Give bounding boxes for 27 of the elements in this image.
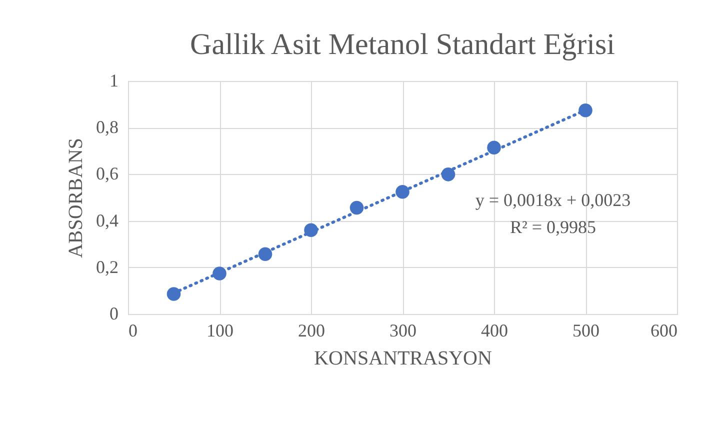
point [441, 168, 456, 182]
annotation: R² = 0,9985 [510, 217, 596, 237]
x-tick-label: 600 [650, 320, 678, 340]
y-tick-label: 0,8 [96, 117, 118, 138]
y-tick-label: 1 [110, 70, 118, 90]
point [304, 223, 318, 237]
x-tick-label: 300 [390, 320, 416, 340]
point [166, 287, 181, 301]
x-tick-label: 500 [572, 320, 600, 340]
point [396, 185, 410, 199]
x-tick-label: 400 [481, 320, 508, 340]
x-tick-label: 200 [298, 320, 325, 340]
y-axis-title: ABSORBANS [65, 138, 87, 258]
y-tick-label: 0,4 [96, 210, 118, 230]
point [578, 103, 592, 118]
x-axis-title: KONSANTRASYON [314, 348, 492, 370]
point [350, 200, 364, 215]
point [487, 140, 501, 155]
x-tick-label: 100 [206, 320, 234, 340]
y-tick-label: 0 [110, 304, 118, 324]
x-tick-label: 0 [128, 320, 138, 340]
chart-title: Gallik Asit Metanol Standart Eğrisi [190, 28, 615, 61]
point [212, 266, 226, 280]
point [258, 247, 272, 261]
y-tick-label: 0,6 [96, 164, 118, 184]
annotation: y = 0,0018x + 0,0023 [475, 190, 631, 210]
y-tick-label: 0,2 [96, 256, 118, 277]
